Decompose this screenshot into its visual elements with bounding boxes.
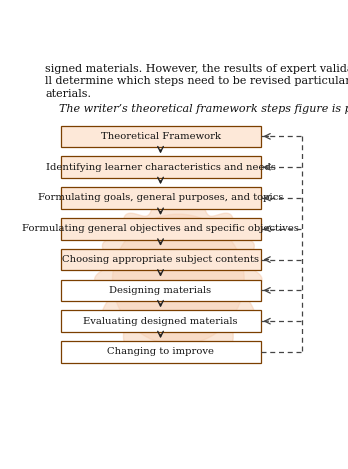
Text: Evaluating designed materials: Evaluating designed materials	[83, 317, 238, 325]
Polygon shape	[95, 198, 262, 361]
Text: signed materials. However, the results of expert validation and materials: signed materials. However, the results o…	[45, 64, 348, 74]
FancyBboxPatch shape	[61, 341, 261, 363]
Circle shape	[112, 214, 244, 345]
Text: Changing to improve: Changing to improve	[107, 348, 214, 356]
Text: Identifying learner characteristics and needs: Identifying learner characteristics and …	[46, 163, 276, 172]
Text: aterials.: aterials.	[45, 89, 91, 98]
Text: Formulating general objectives and specific objectives: Formulating general objectives and speci…	[22, 224, 299, 233]
FancyBboxPatch shape	[61, 249, 261, 270]
Text: Theoretical Framework: Theoretical Framework	[101, 132, 221, 141]
FancyBboxPatch shape	[61, 218, 261, 240]
Text: The writer’s theoretical framework steps figure is presented as follows:: The writer’s theoretical framework steps…	[45, 104, 348, 114]
FancyBboxPatch shape	[61, 280, 261, 301]
FancyBboxPatch shape	[61, 187, 261, 209]
Text: ll determine which steps need to be revised particularly in the d: ll determine which steps need to be revi…	[45, 76, 348, 86]
FancyBboxPatch shape	[61, 156, 261, 178]
FancyBboxPatch shape	[61, 310, 261, 332]
Text: Designing materials: Designing materials	[110, 286, 212, 295]
Text: Formulating goals, general purposes, and topics: Formulating goals, general purposes, and…	[38, 193, 283, 203]
FancyBboxPatch shape	[61, 126, 261, 147]
Text: Choosing appropriate subject contents: Choosing appropriate subject contents	[62, 255, 259, 264]
